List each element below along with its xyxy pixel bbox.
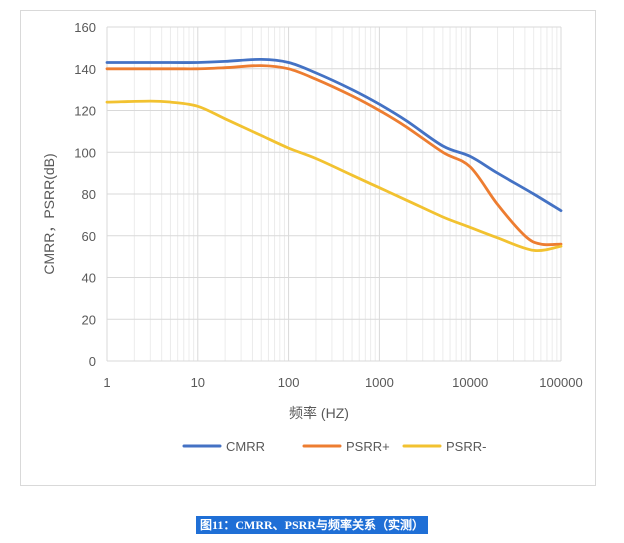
legend-label-psrr-: PSRR- — [446, 439, 486, 454]
legend-label-psrr-: PSRR+ — [346, 439, 390, 454]
x-tick-label: 1 — [103, 375, 110, 390]
chart-frame: 0 20 40 60 80 100 120 140 160 1 10 100 1000 10000 100… — [20, 10, 596, 486]
y-tick-label: 80 — [82, 187, 96, 202]
y-tick-label: 120 — [74, 104, 96, 119]
series-line-psrr- — [105, 99, 563, 253]
line-chart: 0 20 40 60 80 100 120 140 160 1 10 100 1000 10000 100… — [41, 20, 583, 454]
y-axis-ticks: 0 20 40 60 80 100 120 140 160 — [74, 20, 96, 369]
series-line-cmrr — [105, 57, 563, 213]
y-tick-label: 160 — [74, 20, 96, 35]
x-tick-label: 10000 — [452, 375, 488, 390]
y-tick-label: 40 — [82, 271, 96, 286]
figure-caption: 图11：CMRR、PSRR与频率关系（实测） — [196, 516, 428, 534]
y-axis-label: CMRR，PSRR(dB) — [41, 153, 57, 274]
x-axis-ticks: 1 10 100 1000 10000 100000 — [103, 375, 582, 390]
y-tick-label: 100 — [74, 145, 96, 160]
series-lines — [105, 57, 563, 253]
series-line-psrr- — [105, 64, 563, 247]
x-axis-label: 频率 (HZ) — [289, 405, 349, 421]
y-tick-label: 0 — [89, 354, 96, 369]
chart-legend: CMRR PSRR+ PSRR- — [182, 439, 486, 454]
x-tick-label: 10 — [191, 375, 205, 390]
legend-label-cmrr: CMRR — [226, 439, 265, 454]
x-tick-label: 100 — [278, 375, 300, 390]
major-gridlines — [106, 26, 562, 362]
y-tick-label: 60 — [82, 229, 96, 244]
x-tick-label: 1000 — [365, 375, 394, 390]
y-tick-label: 20 — [82, 312, 96, 327]
x-tick-label: 100000 — [539, 375, 582, 390]
y-tick-label: 140 — [74, 62, 96, 77]
